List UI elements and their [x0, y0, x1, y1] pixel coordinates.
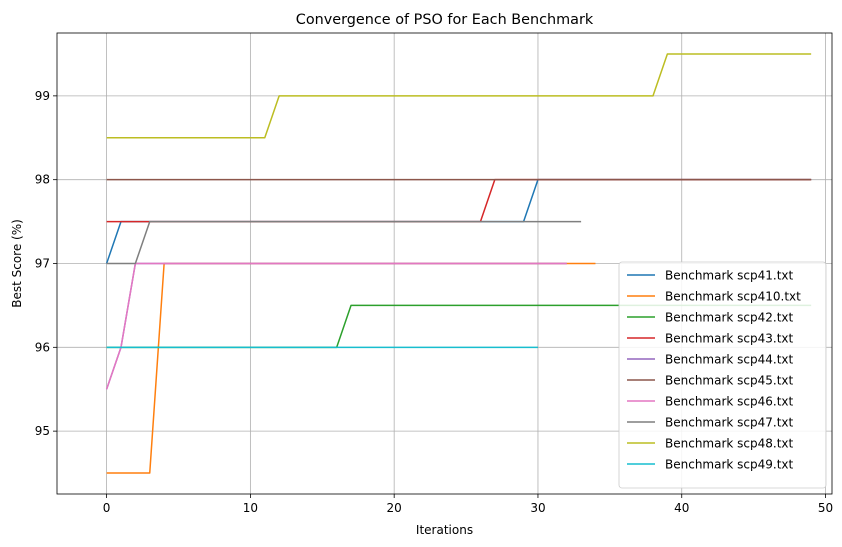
series-line-1 [106, 262, 596, 474]
legend-label-2: Benchmark scp42.txt [665, 311, 794, 325]
series-line-7 [106, 220, 582, 265]
x-axis-label: Iterations [416, 523, 473, 537]
x-tick-label: 0 [103, 501, 111, 515]
legend-label-6: Benchmark scp46.txt [665, 395, 794, 409]
series-line-6 [105, 262, 567, 390]
legend-label-0: Benchmark scp41.txt [665, 269, 794, 283]
y-tick-label: 95 [35, 424, 50, 438]
legend-label-5: Benchmark scp45.txt [665, 374, 794, 388]
legend-label-9: Benchmark scp49.txt [665, 458, 794, 472]
series-line-3 [106, 178, 812, 223]
axis-ticks: 0 10 20 30 40 50 95 96 97 98 99 [35, 89, 833, 515]
x-tick-label: 20 [387, 501, 402, 515]
legend-label-8: Benchmark scp48.txt [665, 437, 794, 451]
series-line-4 [105, 262, 567, 390]
y-tick-label: 96 [35, 340, 50, 354]
y-tick-label: 99 [35, 89, 50, 103]
series-line-8 [106, 53, 812, 139]
legend-label-1: Benchmark scp410.txt [665, 290, 801, 304]
legend: Benchmark scp41.txt Benchmark scp410.txt B… [618, 261, 827, 489]
x-tick-label: 40 [674, 501, 689, 515]
legend-label-7: Benchmark scp47.txt [665, 416, 794, 430]
x-tick-label: 10 [243, 501, 258, 515]
y-tick-label: 98 [35, 173, 50, 187]
legend-box [618, 261, 827, 489]
chart-title: Convergence of PSO for Each Benchmark [296, 12, 594, 28]
x-tick-label: 50 [818, 501, 833, 515]
y-tick-label: 97 [35, 257, 50, 271]
x-tick-label: 30 [530, 501, 545, 515]
series-lines [105, 53, 812, 474]
legend-label-3: Benchmark scp43.txt [665, 332, 794, 346]
y-axis-label: Best Score (%) [10, 219, 24, 308]
legend-label-4: Benchmark scp44.txt [665, 353, 794, 367]
